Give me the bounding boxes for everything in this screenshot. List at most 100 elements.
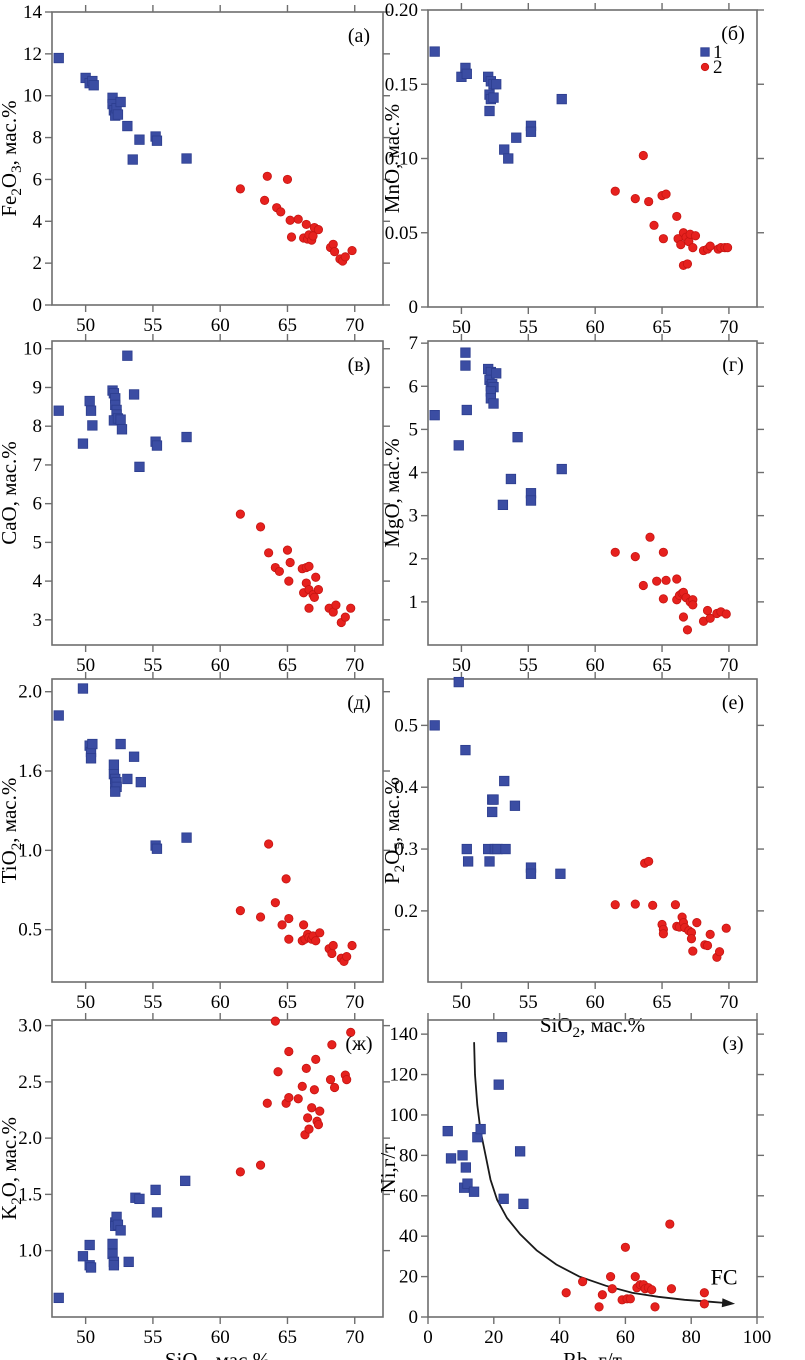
y-ticks [45,1024,390,1252]
series-1-points [53,683,192,854]
series-1-points [442,1032,529,1210]
svg-text:0.4: 0.4 [394,777,418,798]
svg-text:0.2: 0.2 [394,901,418,922]
svg-text:80: 80 [399,1145,418,1166]
svg-text:0: 0 [409,297,419,318]
fc-annotation: FC [711,1265,738,1290]
svg-text:4: 4 [33,571,43,592]
panel-chart-d: 50 55 60 65 70 0.5 1.0 1.6 2.0 TiO2, мас.% (д) [0,672,390,1013]
axis-box [51,11,384,306]
svg-text:65: 65 [653,655,672,676]
y-ticks [421,9,764,308]
svg-text:100: 100 [743,1327,772,1348]
panel-chart-g: 50 55 60 65 70 1 2 3 4 5 6 7 MgO, мас.% (г) [380,333,764,676]
svg-text:65: 65 [278,1327,297,1348]
svg-text:70: 70 [345,1327,364,1348]
svg-text:0.15: 0.15 [385,74,418,95]
svg-text:8: 8 [33,416,43,437]
svg-text:6: 6 [409,376,419,397]
svg-text:4: 4 [409,463,419,484]
x-tick-labels: 50 55 60 65 70 [452,317,738,338]
svg-text:8: 8 [33,128,43,149]
svg-text:4: 4 [33,211,43,232]
fc-trend-curve [473,1042,725,1304]
y-axis-label: MnO, мас.% [380,104,404,213]
svg-text:0.3: 0.3 [394,839,418,860]
svg-text:60: 60 [211,315,230,336]
panel-b-mno: 50 55 60 65 70 0 0.05 0.10 0.15 0.20 MnO, мас.% 1 2(… [380,0,805,338]
y-ticks [421,724,764,912]
svg-text:70: 70 [345,992,364,1013]
svg-text:20: 20 [484,1327,503,1348]
x-ticks [84,672,356,989]
series-2-points [235,1016,356,1177]
svg-text:14: 14 [23,2,43,23]
panel-chart-e: 50 55 60 65 70 0.2 0.3 0.4 0.5 P2O5, мас.% SiO2, м… [380,672,764,1041]
axis-box [51,1019,384,1318]
panel-letter: (д) [347,692,371,714]
svg-text:50: 50 [76,315,95,336]
x-ticks [427,1013,758,1324]
svg-text:3: 3 [33,610,43,631]
panel-letter: (г) [722,354,744,376]
panel-e-p2o5: 50 55 60 65 70 0.2 0.3 0.4 0.5 P2O5, мас.% SiO2, м… [380,672,805,1041]
y-tick-labels: 0.5 1.0 1.6 2.0 [18,682,42,941]
svg-text:0.10: 0.10 [385,149,418,170]
svg-text:0: 0 [423,1327,433,1348]
series-2-points [610,150,733,271]
panel-g-mgo: 50 55 60 65 70 1 2 3 4 5 6 7 MgO, мас.% (г) [380,333,805,676]
y-ticks [421,342,764,603]
svg-text:80: 80 [682,1327,701,1348]
axis-box [427,678,758,983]
svg-text:60: 60 [399,1186,418,1207]
y-ticks [45,348,390,621]
svg-text:60: 60 [211,992,230,1013]
svg-text:0: 0 [33,295,43,316]
svg-text:70: 70 [719,992,738,1013]
svg-text:12: 12 [23,44,42,65]
svg-text:50: 50 [452,992,471,1013]
panel-chart-z: 0 20 40 60 80 100 0 20 40 60 80 100 120 140 Ni,г/т Rb, … [376,1013,772,1360]
axis-box [51,340,384,646]
svg-text:140: 140 [390,1024,419,1045]
x-tick-labels: 50 55 60 65 70 [76,655,364,676]
svg-text:0.20: 0.20 [385,0,418,21]
svg-text:1.6: 1.6 [18,761,42,782]
y-ticks [45,690,390,931]
svg-text:6: 6 [33,169,43,190]
x-axis-label: Rb, г/т [563,1348,622,1360]
y-tick-labels: 3 4 5 6 7 8 9 10 [23,339,43,631]
svg-text:70: 70 [719,317,738,338]
y-tick-labels: 0.2 0.3 0.4 0.5 [394,715,418,922]
legend-label-2: 2 [713,57,723,78]
axis-box [427,340,758,646]
panel-letter: (е) [722,692,744,714]
svg-text:2.0: 2.0 [18,682,42,703]
y-axis-label: Ni,г/т [376,1144,400,1194]
axis-box [427,1019,758,1318]
svg-text:70: 70 [345,655,364,676]
panel-chart-v: 50 55 60 65 70 3 4 5 6 7 8 9 10 CaO, мас.% (в) [0,334,390,676]
y-tick-labels: 0 0.05 0.10 0.15 0.20 [385,0,418,318]
svg-text:2.0: 2.0 [18,1128,42,1149]
svg-text:60: 60 [211,655,230,676]
svg-text:40: 40 [550,1327,569,1348]
x-ticks [460,334,730,652]
series-2-points [235,509,356,628]
series-1-points [53,350,192,473]
svg-text:55: 55 [143,315,162,336]
fc-arrowhead [721,1298,736,1308]
svg-text:0: 0 [409,1307,419,1328]
panel-chart-a: 50 55 60 65 70 0 2 4 6 8 10 12 14 Fe2O3, мас.% (a) [0,2,390,336]
series-1-points [429,46,567,164]
svg-text:60: 60 [586,992,605,1013]
svg-text:50: 50 [452,317,471,338]
x-tick-labels: 50 55 60 65 70 [452,992,738,1013]
svg-text:7: 7 [409,333,419,354]
svg-text:2: 2 [409,549,419,570]
svg-text:10: 10 [23,86,42,107]
panel-zh-k2o: 50 55 60 65 70 1.0 1.5 2.0 2.5 3.0 K2O, мас.% SiO2,… [0,1013,403,1360]
axis-box [51,678,384,983]
